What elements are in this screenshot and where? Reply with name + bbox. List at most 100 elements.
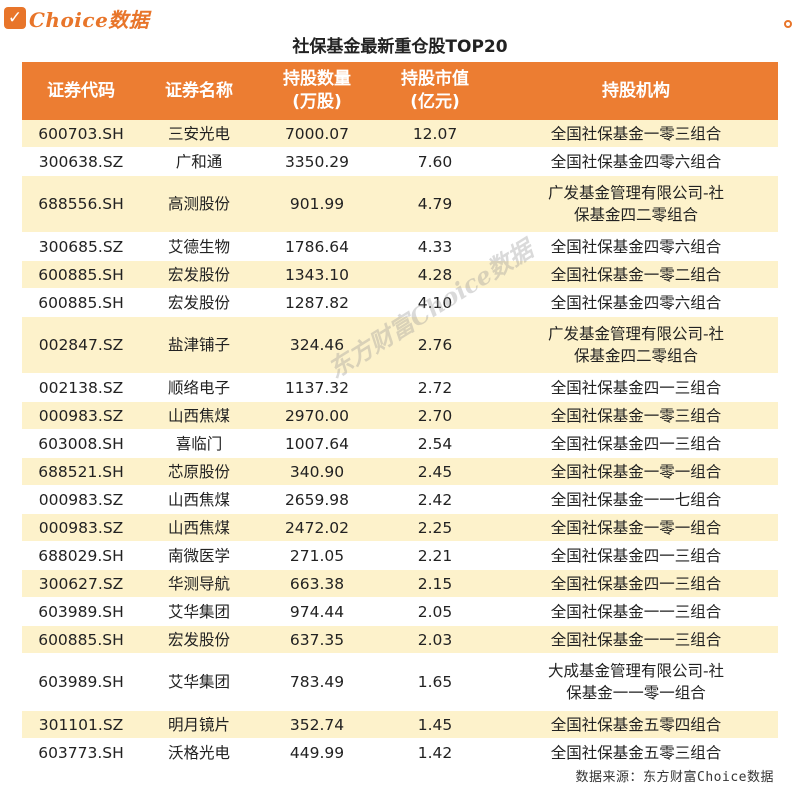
cell-code: 600885.SH	[22, 625, 140, 654]
cell-institution: 全国社保基金四一三组合	[550, 546, 722, 565]
cell-institution: 全国社保基金四零六组合	[550, 293, 722, 312]
header-line: 证券名称	[165, 80, 233, 101]
cell-institution: 广发基金管理有限公司-社 保基金四二零组合	[494, 316, 778, 374]
cell-shares: 1343.10	[258, 260, 376, 289]
cell-value: 1.42	[417, 743, 453, 762]
cell-institution: 全国社保基金四一三组合	[494, 569, 778, 598]
cell-shares: 637.35	[258, 625, 376, 654]
cell-institution: 大成基金管理有限公司-社 保基金一一零一组合	[547, 662, 725, 702]
cell-value: 2.76	[376, 316, 494, 374]
table-row: 000983.SZ 山西焦煤 2970.00 2.70 全国社保基金一零三组合	[22, 401, 778, 430]
table-row: 000983.SZ 山西焦煤 2659.98 2.42 全国社保基金一一七组合	[22, 486, 778, 514]
cell-institution: 全国社保基金五零三组合	[550, 743, 722, 762]
cell-institution: 全国社保基金一零一组合	[494, 513, 778, 542]
cell-code: 688521.SH	[22, 457, 140, 486]
cell-name: 广和通	[175, 152, 223, 171]
header-line: 证券代码	[47, 80, 115, 101]
cell-value: 7.60	[417, 152, 453, 171]
cell-shares: 2472.02	[258, 513, 376, 542]
cell-code: 688029.SH	[38, 546, 124, 565]
cell-institution: 全国社保基金一零一组合	[494, 457, 778, 486]
cell-value: 1.45	[376, 710, 494, 739]
cell-shares: 974.44	[289, 602, 345, 621]
cell-name: 三安光电	[140, 120, 258, 148]
cell-institution: 全国社保基金一一三组合	[494, 625, 778, 654]
cell-name: 宏发股份	[140, 260, 258, 289]
cell-value: 2.25	[376, 513, 494, 542]
table-row: 301101.SZ 明月镜片 352.74 1.45 全国社保基金五零四组合	[22, 710, 778, 739]
cell-value: 2.72	[417, 378, 453, 397]
table-row: 600885.SH 宏发股份 637.35 2.03 全国社保基金一一三组合	[22, 625, 778, 654]
cell-name: 宏发股份	[140, 625, 258, 654]
cell-code: 002138.SZ	[38, 378, 124, 397]
header-line: 持股机构	[602, 80, 670, 101]
table-row: 688029.SH 南微医学 271.05 2.21 全国社保基金四一三组合	[22, 542, 778, 570]
cell-code: 603989.SH	[38, 602, 124, 621]
cell-name: 艾华集团	[167, 673, 230, 691]
cell-shares: 449.99	[289, 743, 345, 762]
cell-name: 艾德生物	[167, 237, 230, 256]
cell-shares: 3350.29	[284, 152, 350, 171]
table-row: 600703.SH 三安光电 7000.07 12.07 全国社保基金一零三组合	[22, 120, 778, 148]
cell-code: 000983.SZ	[22, 401, 140, 430]
cell-name: 高测股份	[140, 175, 258, 233]
brand-logo-text: Choice数据	[29, 7, 150, 32]
cell-name: 艾华集团	[167, 602, 230, 621]
cell-value: 12.07	[376, 120, 494, 148]
cell-value: 2.70	[376, 401, 494, 430]
header-line: 持股数量	[283, 69, 351, 89]
table-row: 300627.SZ 华测导航 663.38 2.15 全国社保基金四一三组合	[22, 569, 778, 598]
cell-code: 600885.SH	[38, 293, 124, 312]
cell-shares: 352.74	[258, 710, 376, 739]
cell-name: 芯原股份	[140, 457, 258, 486]
cell-shares: 2659.98	[284, 490, 350, 509]
cell-shares: 340.90	[258, 457, 376, 486]
table-row: 688556.SH 高测股份 901.99 4.79 广发基金管理有限公司-社 保基金四二…	[22, 175, 778, 233]
cell-code: 300627.SZ	[22, 569, 140, 598]
cell-code: 300685.SZ	[38, 237, 124, 256]
cell-code: 603989.SH	[38, 673, 124, 691]
cell-value: 1.65	[417, 673, 453, 691]
table-row: 002847.SZ 盐津铺子 324.46 2.76 广发基金管理有限公司-社 保基金四二…	[22, 316, 778, 374]
cell-code: 000983.SZ	[38, 490, 124, 509]
data-source-note: 数据来源：东方财富Choice数据	[575, 770, 774, 785]
cell-value: 2.21	[417, 546, 453, 565]
cell-name: 明月镜片	[140, 710, 258, 739]
cell-institution: 全国社保基金五零四组合	[494, 710, 778, 739]
table-row: 603773.SH 沃格光电 449.99 1.42 全国社保基金五零三组合	[22, 739, 778, 767]
cell-value: 2.15	[376, 569, 494, 598]
cell-institution: 广发基金管理有限公司-社 保基金四二零组合	[494, 175, 778, 233]
cell-code: 603773.SH	[38, 743, 124, 762]
cell-name: 喜临门	[175, 434, 223, 453]
table-title: 社保基金最新重仓股TOP20	[292, 37, 508, 57]
cell-shares: 663.38	[258, 569, 376, 598]
cell-value: 4.28	[376, 260, 494, 289]
table-row: 688521.SH 芯原股份 340.90 2.45 全国社保基金一零一组合	[22, 457, 778, 486]
cell-name: 山西焦煤	[140, 513, 258, 542]
cell-shares: 271.05	[289, 546, 345, 565]
table-header-row: 证券代码 证券名称 持股数量 (万股) 持股市值 (亿元) 持股机构	[22, 62, 778, 120]
cell-value: 2.05	[417, 602, 453, 621]
cell-shares: 324.46	[258, 316, 376, 374]
cell-name: 华测导航	[140, 569, 258, 598]
header-line: (万股)	[292, 92, 342, 112]
cell-institution: 全国社保基金一零三组合	[494, 401, 778, 430]
cell-code: 300638.SZ	[38, 152, 124, 171]
cell-name: 沃格光电	[167, 743, 230, 762]
cell-code: 002847.SZ	[22, 316, 140, 374]
cell-code: 600885.SH	[22, 260, 140, 289]
holdings-table: 证券代码 证券名称 持股数量 (万股) 持股市值 (亿元) 持股机构 600703.…	[22, 62, 778, 767]
table-row: 603008.SH 喜临门 1007.64 2.54 全国社保基金四一三组合	[22, 430, 778, 458]
brand-logo: ✓ Choice数据	[4, 4, 149, 32]
cell-shares: 1287.82	[284, 293, 350, 312]
cell-code: 301101.SZ	[22, 710, 140, 739]
table-row: 000983.SZ 山西焦煤 2472.02 2.25 全国社保基金一零一组合	[22, 513, 778, 542]
table-row: 002138.SZ 顺络电子 1137.32 2.72 全国社保基金四一三组合	[22, 374, 778, 402]
cell-institution: 全国社保基金一零三组合	[494, 120, 778, 148]
cell-name: 山西焦煤	[167, 490, 230, 509]
table-row: 600885.SH 宏发股份 1287.82 4.10 全国社保基金四零六组合	[22, 289, 778, 317]
table-row: 300638.SZ 广和通 3350.29 7.60 全国社保基金四零六组合	[22, 148, 778, 176]
cell-institution: 全国社保基金四一三组合	[550, 434, 722, 453]
cell-name: 山西焦煤	[140, 401, 258, 430]
cell-value: 2.54	[417, 434, 453, 453]
